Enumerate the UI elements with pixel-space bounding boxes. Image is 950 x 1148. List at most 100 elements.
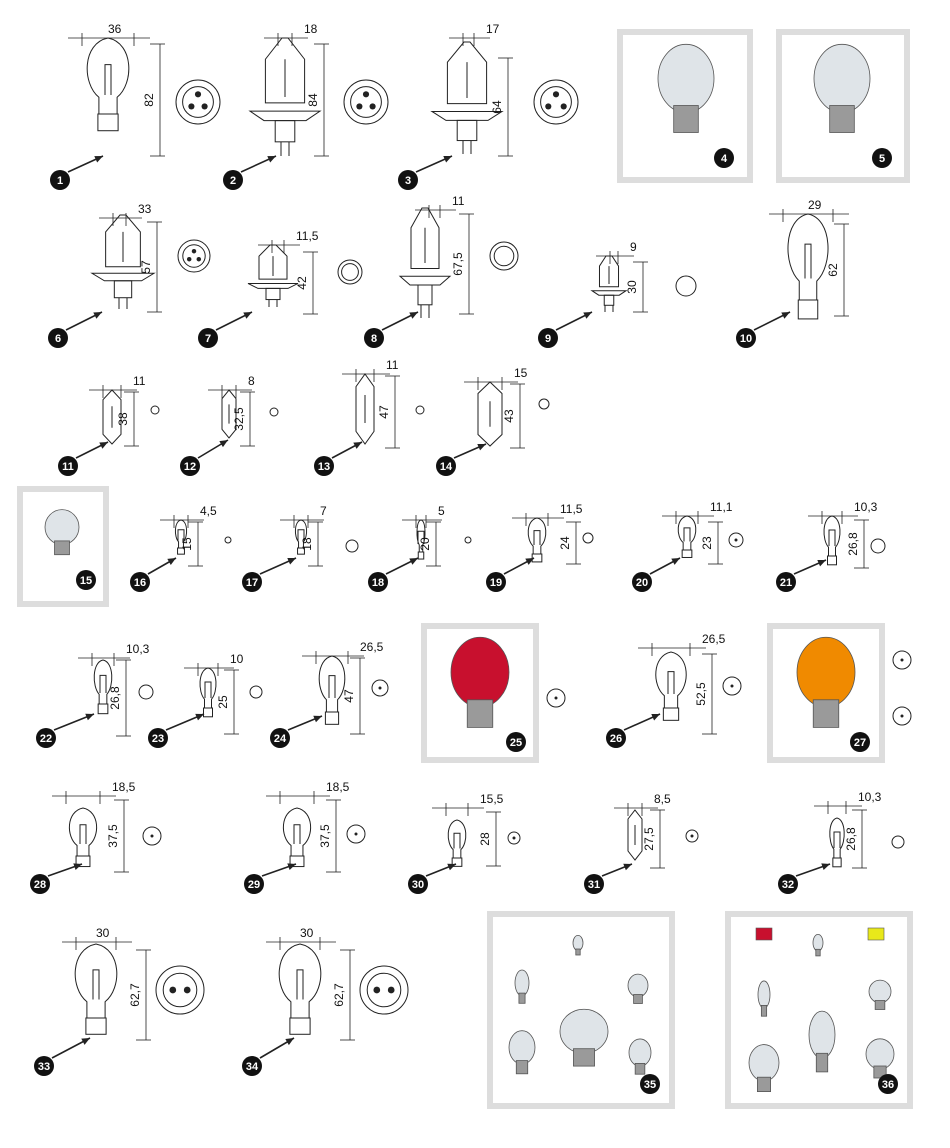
dim-height: 67,5 <box>451 213 474 315</box>
dim-height: 42 <box>295 251 318 315</box>
bulb-glass <box>823 515 841 557</box>
badge-circle <box>76 570 96 590</box>
bulb-photo <box>508 1030 536 1075</box>
photo-base <box>575 948 581 956</box>
bulb-item-8: 11 67,5 8 <box>364 194 519 348</box>
tube-glass <box>102 389 122 445</box>
socket-pin <box>369 103 376 110</box>
badge-number: 21 <box>780 577 792 589</box>
socket-outer <box>269 407 279 417</box>
bulb-photo <box>514 969 530 1004</box>
badge-circle <box>872 148 892 168</box>
badge-circle <box>538 328 558 348</box>
dim-width: 30 <box>266 926 336 950</box>
socket-view <box>269 407 279 417</box>
dim-height-label: 57 <box>139 260 153 274</box>
photo-glass <box>508 1030 536 1065</box>
socket-outer <box>507 831 521 845</box>
bulb-item-21: 10,3 26,8 21 <box>776 500 886 592</box>
badge-circle <box>640 1074 660 1094</box>
dim-width-label: 17 <box>486 22 500 36</box>
socket-outer <box>685 829 699 843</box>
dim-width-label: 9 <box>630 240 637 254</box>
pointer-arrow <box>385 557 419 575</box>
bulb-drawing <box>590 255 628 312</box>
dim-width: 18,5 <box>266 780 350 804</box>
socket-inner <box>366 972 402 1008</box>
socket-inner <box>350 86 382 118</box>
item-number-badge: 7 <box>198 328 218 348</box>
bulb-photo <box>748 1044 780 1092</box>
bulb-item-6: 33 57 6 <box>48 202 211 348</box>
badge-number: 32 <box>782 879 794 891</box>
bulb-drawing <box>278 943 322 1035</box>
bulb-base <box>97 703 109 715</box>
dim-height: 37,5 <box>318 799 341 873</box>
bulb-item-34: 30 62,7 34 <box>242 926 409 1076</box>
badge-number: 13 <box>318 461 330 473</box>
socket-view <box>224 536 232 544</box>
dim-height: 62,7 <box>128 949 151 1041</box>
dim-height: 84 <box>306 43 329 157</box>
badge-circle <box>714 148 734 168</box>
dim-width: 10 <box>184 652 244 676</box>
socket-view <box>728 532 744 548</box>
bulb-photo <box>627 973 649 1004</box>
socket-outer <box>343 79 389 125</box>
dim-height: 52,5 <box>694 653 717 735</box>
socket-view <box>175 79 221 125</box>
badge-circle <box>270 728 290 748</box>
bulb-glass <box>278 943 322 1019</box>
arrow-head <box>781 312 790 319</box>
arrow-head <box>94 156 103 163</box>
pointer-arrow <box>197 439 229 459</box>
dim-height-label: 52,5 <box>694 682 708 706</box>
bulb-drawing <box>823 515 841 566</box>
photo-base <box>515 1060 529 1075</box>
photo-base <box>673 105 699 133</box>
badge-circle <box>244 874 264 894</box>
bulb-photo <box>572 935 584 956</box>
photo-glass <box>865 1038 895 1070</box>
socket-view <box>138 684 154 700</box>
photo-base <box>815 948 821 957</box>
bulb-item-17: 7 18 17 <box>242 504 359 592</box>
pointer-arrow <box>795 863 831 877</box>
badge-number: 34 <box>246 1061 259 1073</box>
arrow-head <box>73 863 82 870</box>
dim-width-label: 11,5 <box>560 502 583 516</box>
bulb-photo <box>796 636 856 728</box>
socket-view <box>546 688 566 708</box>
dim-height: 47 <box>377 375 400 449</box>
socket-view <box>142 826 162 846</box>
socket-pin <box>730 684 734 688</box>
socket-pin <box>900 714 904 718</box>
dim-height: 24 <box>558 521 581 565</box>
arrow-head <box>285 1038 294 1046</box>
dim-height: 32,5 <box>232 391 255 447</box>
pointer-arrow <box>165 713 205 731</box>
badge-number: 1 <box>57 175 63 187</box>
pointer-arrow <box>67 155 104 173</box>
badge-circle <box>776 572 796 592</box>
bulb-glass <box>787 213 829 301</box>
tube-glass <box>355 373 375 445</box>
arrow-head <box>85 713 94 721</box>
dim-width: 11,1 <box>662 500 733 524</box>
item-number-badge: 2 <box>223 170 243 190</box>
dim-height-label: 30 <box>625 280 639 294</box>
photo-glass <box>812 933 824 952</box>
badge-number: 23 <box>152 733 164 745</box>
arrow-head <box>651 714 660 721</box>
halogen-flange <box>398 275 452 286</box>
item-number-badge: 23 <box>148 728 168 748</box>
pointer-arrow <box>53 713 95 731</box>
pointer-arrow <box>753 311 791 331</box>
item-number-badge: 17 <box>242 572 262 592</box>
badge-number: 35 <box>644 1079 656 1091</box>
dim-width-label: 5 <box>438 504 445 518</box>
bulb-photo <box>450 636 510 728</box>
halogen-flange <box>247 282 299 289</box>
dim-width-label: 10,3 <box>858 790 882 804</box>
item-number-badge: 8 <box>364 328 384 348</box>
